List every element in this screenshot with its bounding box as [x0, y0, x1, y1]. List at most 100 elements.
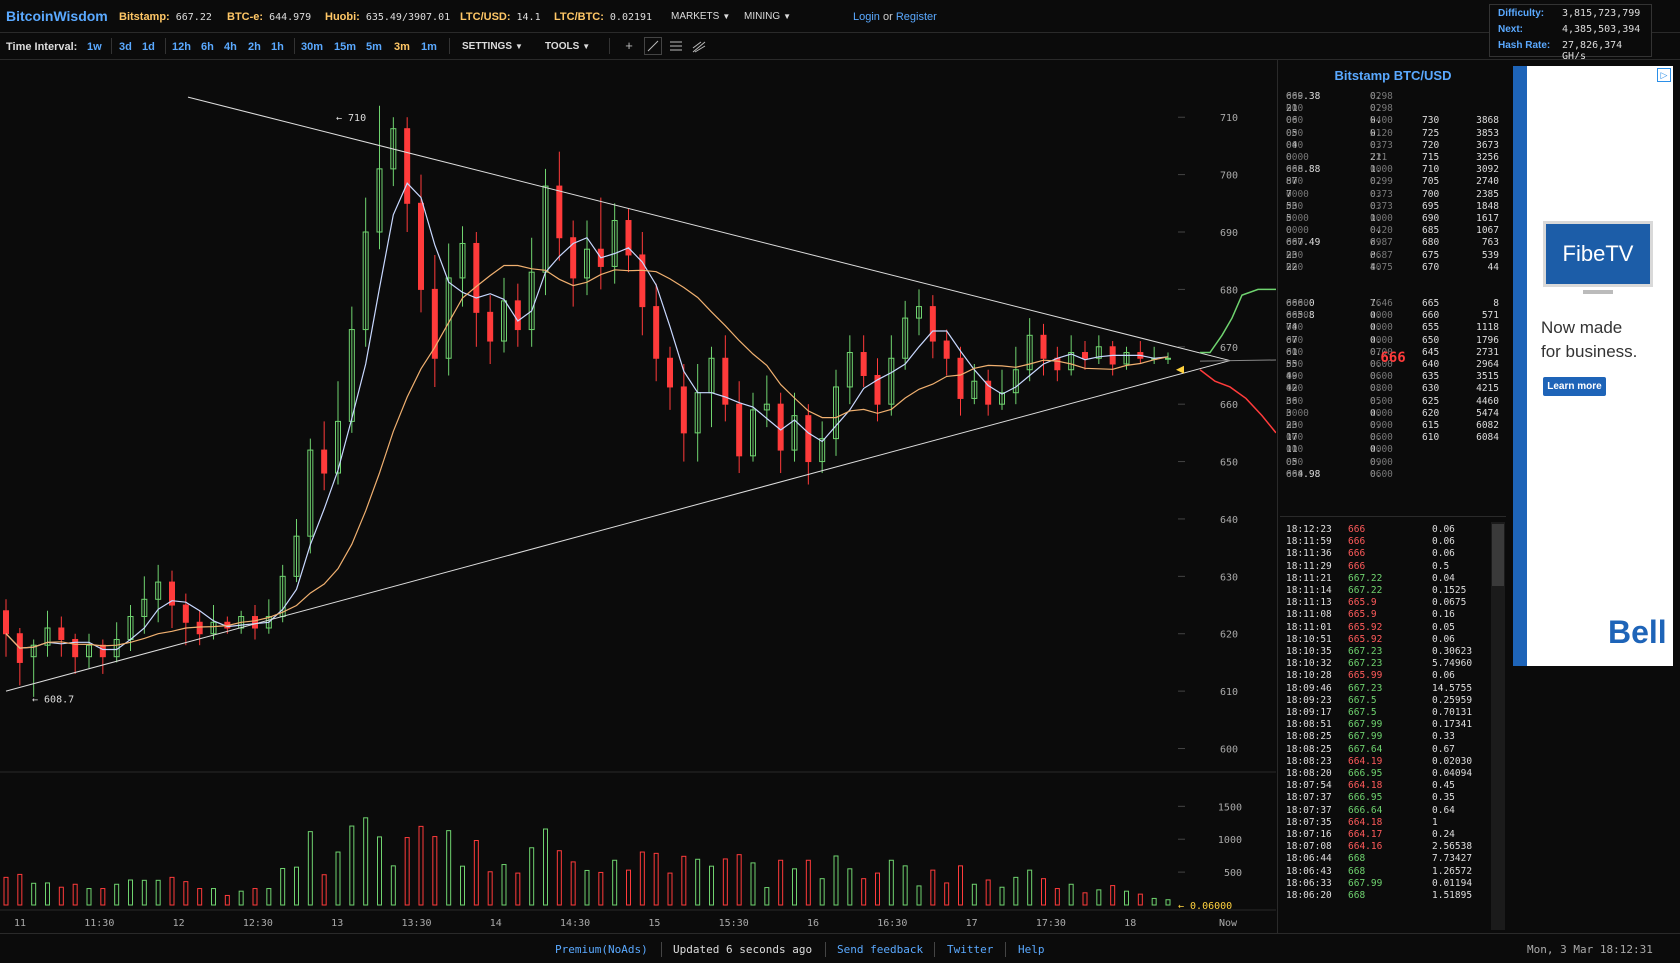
candle-body [1095, 346, 1102, 359]
trade-price: 667.5 [1348, 694, 1377, 706]
interval-3d[interactable]: 3d [119, 41, 132, 53]
ask-row[interactable]: 668.88 000 1. 0000 710 3092 [1286, 164, 1499, 176]
bid-row[interactable]: 11 000 0. 1000 [1286, 444, 1393, 456]
interval-6h[interactable]: 6h [201, 41, 214, 53]
difficulty-value: 3,815,723,799 [1562, 8, 1641, 19]
candle-body [252, 616, 258, 629]
bid-row[interactable]: 664.98 000 0. 0600 [1286, 468, 1393, 480]
adchoices-icon[interactable]: ▷ [1657, 68, 1671, 82]
interval-1h[interactable]: 1h [271, 41, 284, 53]
ticker-huobi[interactable]: Huobi: 635.49/3907.01 [325, 11, 450, 23]
ask-row[interactable]: 669.38 000 0. 0298 [1286, 91, 1393, 102]
order-book: Bitstamp BTC/USD 669.38 000 0. 0298 21 000 0. 0… [1280, 60, 1506, 516]
ticker-bitstamp[interactable]: Bitstamp: 667.22 [119, 11, 212, 23]
depth-price: 665 [1422, 298, 1440, 309]
trade-time: 18:11:14 [1286, 585, 1332, 596]
interval-1w[interactable]: 1w [87, 41, 102, 53]
ask-depth-line [1200, 288, 1276, 354]
bid-row[interactable]: 49 000 0. 0600 635 3515 [1286, 371, 1499, 383]
bid-row[interactable]: 42 000 0. 0800 630 4215 [1286, 383, 1499, 395]
ask-row[interactable]: 06 000 0. 2400 730 3868 [1286, 115, 1499, 127]
bid-row[interactable]: 67 000 0. 1000 650 1796 [1286, 334, 1499, 346]
trade-price: 665.9 [1348, 597, 1377, 609]
ticker-ltcbtc[interactable]: LTC/BTC: 0.02191 [554, 11, 652, 23]
scrollbar-thumb[interactable] [1492, 524, 1504, 586]
interval-12h[interactable]: 12h [172, 41, 191, 53]
recent-trades-list[interactable]: 18:12:23 666 0.06 18:11:59 666 0.06 18:11:36 66… [1280, 520, 1506, 930]
ask-row[interactable]: 667.49 000 6. 9987 680 763 [1286, 237, 1499, 249]
candlestick-chart-svg[interactable]: 710 700 690 680 670 660 650 640 630 620 610 600 1500… [0, 60, 1276, 933]
send-feedback-link[interactable]: Send feedback [837, 943, 924, 956]
bid-row[interactable]: 74 000 0. 1000 655 1118 [1286, 322, 1499, 334]
trade-price: 667.22 [1348, 585, 1383, 596]
bid-row[interactable]: 17 000 0. 0600 610 6084 [1286, 432, 1499, 444]
price-chart[interactable]: 710 700 690 680 670 660 650 640 630 620 610 600 1500… [0, 60, 1276, 933]
premium-link[interactable]: Premium(NoAds) [555, 943, 648, 956]
trade-time: 18:11:36 [1286, 548, 1332, 560]
trade-row: 18:07:37 666.95 0.35 [1286, 792, 1486, 805]
ask-row[interactable]: 5 0000 1. 0000 690 1617 [1286, 213, 1499, 224]
candle-body [404, 128, 411, 204]
settings-menu[interactable]: SETTINGS ▼ [462, 41, 523, 52]
interval-30m[interactable]: 30m [301, 41, 324, 53]
fibonacci-icon[interactable] [690, 37, 708, 55]
trade-amount: 0.25959 [1432, 694, 1473, 706]
markets-menu[interactable]: MARKETS ▼ [671, 11, 730, 22]
difficulty-label: Difficulty: [1498, 8, 1545, 19]
divider [1005, 942, 1006, 957]
depth-sum: 1796 [1476, 334, 1499, 346]
tools-menu[interactable]: TOOLS ▼ [545, 41, 590, 52]
mining-menu[interactable]: MINING ▼ [744, 11, 791, 22]
chevron-down-icon: ▼ [515, 42, 523, 51]
interval-4h[interactable]: 4h [224, 41, 237, 53]
candle-body [653, 306, 660, 359]
volume-bar [529, 847, 535, 906]
interval-1m[interactable]: 1m [421, 41, 437, 53]
crosshair-icon[interactable]: + [625, 38, 633, 53]
ticker-ltcusd[interactable]: LTC/USD: 14.1 [460, 11, 541, 23]
interval-1d[interactable]: 1d [142, 41, 155, 53]
ask-row[interactable]: 0 0000 0. 0420 685 1067 [1286, 225, 1499, 237]
interval-2h[interactable]: 2h [248, 41, 261, 53]
ask-row[interactable]: 87 000 0. 0299 705 2740 [1286, 176, 1499, 188]
candle-body [916, 306, 922, 319]
login-link[interactable]: Login [853, 11, 880, 23]
ask-row[interactable]: 0 0000 21. 721 715 3256 [1286, 152, 1499, 163]
bid-row[interactable]: 666.0 0000 7. 1646 665 8 [1286, 298, 1499, 309]
trade-time: 18:08:25 [1286, 731, 1332, 743]
bid-row[interactable]: 665.8 0000 0. 1000 660 571 [1286, 310, 1499, 322]
interval-5m[interactable]: 5m [366, 41, 382, 53]
bid-row[interactable]: 05 000 0. 0900 [1286, 456, 1393, 468]
interval-3m[interactable]: 3m [394, 41, 410, 53]
time-tick-label: 14:30 [560, 918, 590, 929]
ask-row[interactable]: 05 000 0. 2120 725 3853 [1286, 127, 1499, 139]
ask-row[interactable]: 21 000 0. 0298 [1286, 103, 1393, 115]
ask-row[interactable]: 53 000 0. 0373 695 1848 [1286, 200, 1499, 212]
candle-body [473, 242, 480, 313]
trendline-icon[interactable] [644, 37, 662, 55]
trades-scrollbar[interactable] [1491, 522, 1505, 930]
ask-row[interactable]: 7 0000 0. 0373 700 2385 [1286, 188, 1499, 200]
next-difficulty-label: Next: [1498, 24, 1524, 35]
order-book-title[interactable]: Bitstamp BTC/USD [1334, 68, 1452, 83]
ask-row[interactable]: 22 000 4. 8075 670 44 [1286, 261, 1499, 273]
ticker-btce[interactable]: BTC-e: 644.979 [227, 11, 311, 23]
twitter-link[interactable]: Twitter [947, 943, 994, 956]
bid-row[interactable]: 61 000 0. 0700 645 2731 [1286, 346, 1499, 358]
bid-row[interactable]: 55 000 0. 0600 640 2964 [1286, 359, 1499, 370]
register-link[interactable]: Register [895, 11, 937, 23]
ticker-value: 667.22 [175, 12, 212, 23]
bid-row[interactable]: 23 000 0. 0900 615 6082 [1286, 420, 1499, 431]
ask-row[interactable]: 04 000 0. 0373 720 3673 [1286, 139, 1499, 151]
bid-row[interactable]: 36 000 0. 0500 625 4460 [1286, 395, 1499, 407]
bid-row[interactable]: 3 0000 0. 1000 620 5474 [1286, 407, 1499, 419]
ad-headline-line: Now made [1541, 318, 1623, 337]
advertisement[interactable]: ▷ FibeTV Now made for business. Learn mor… [1513, 66, 1673, 666]
brand-logo[interactable]: BitcoinWisdom [6, 8, 108, 24]
help-link[interactable]: Help [1018, 943, 1045, 956]
ad-learn-more-button[interactable]: Learn more [1543, 377, 1606, 396]
interval-15m[interactable]: 15m [334, 41, 357, 53]
volume-bar [888, 859, 894, 906]
ask-row[interactable]: 23 000 0. 5687 675 539 [1286, 249, 1499, 261]
parallel-lines-icon[interactable] [667, 37, 685, 55]
